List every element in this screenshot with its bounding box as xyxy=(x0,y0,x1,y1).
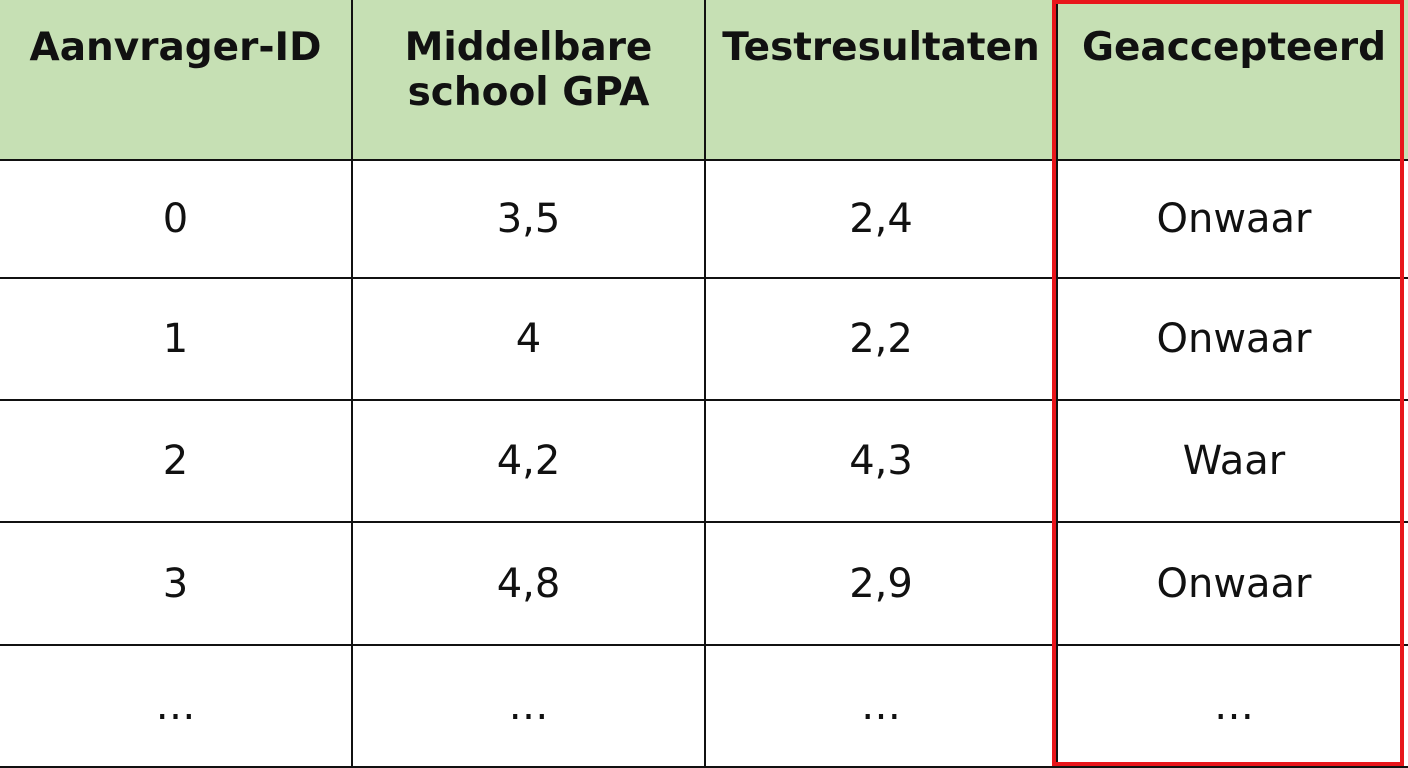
table-cell: 3 xyxy=(0,523,351,644)
table-cell: 4,3 xyxy=(706,401,1056,521)
table-cell: 1 xyxy=(0,279,351,399)
table-cell: 2,4 xyxy=(706,161,1056,277)
header-cell: Middelbare school GPA xyxy=(353,0,704,159)
table-cell: Onwaar xyxy=(1058,279,1408,399)
table-cell: Onwaar xyxy=(1058,523,1408,644)
table-cell: … xyxy=(0,646,351,766)
table-cell: 0 xyxy=(0,161,351,277)
table-cell: 2,2 xyxy=(706,279,1056,399)
table-cell: 2 xyxy=(0,401,351,521)
header-cell: Aanvrager-ID xyxy=(0,0,351,159)
table-cell: 2,9 xyxy=(706,523,1056,644)
table-cell: 4,8 xyxy=(353,523,704,644)
table-cell: … xyxy=(706,646,1056,766)
header-cell: Geaccepteerd xyxy=(1058,0,1408,159)
table-cell: 4,2 xyxy=(353,401,704,521)
table-cell: 4 xyxy=(353,279,704,399)
table-cell: 3,5 xyxy=(353,161,704,277)
table-cell: Waar xyxy=(1058,401,1408,521)
table-cell: … xyxy=(353,646,704,766)
table-cell: … xyxy=(1058,646,1408,766)
header-cell: Testresultaten xyxy=(706,0,1056,159)
table-cell: Onwaar xyxy=(1058,161,1408,277)
